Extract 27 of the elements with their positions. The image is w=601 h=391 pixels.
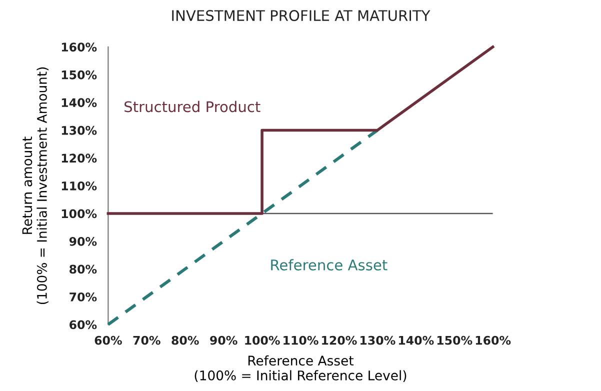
x-tick-label: 70% [133,336,160,345]
y-tick-label: 70% [70,292,97,302]
x-tick-label: 90% [210,336,238,345]
y-tick-label: 60% [70,320,97,330]
y-tick-label: 140% [62,98,97,108]
y-axis-title: Return amount (100% = Initial Investment Amount) [22,67,48,304]
x-tick-label: 160% [476,336,511,345]
text: Reference Asset [271,259,388,270]
x-tick-label: 100% [245,336,280,345]
y-tick-label: 110% [62,181,97,190]
y-tick-label: 100% [62,209,97,218]
x-tick-label: 150% [437,336,472,345]
y-tick-label: 80% [70,264,97,274]
x-tick-label: 130% [360,336,396,345]
x-tick-label: 60% [94,336,122,345]
y-tick-label: 130% [62,126,97,135]
x-tick-label: 110% [284,336,318,345]
x-axis-title: Reference Asset (100% = Initial Reference Level) [194,355,406,382]
series-label: Structured Product [124,100,260,112]
chart-title: INVESTMENT PROFILE AT MATURITY [172,10,430,22]
y-tick-label: 150% [62,70,97,80]
y-tick-label: 120% [62,154,97,163]
y-tick-label: 90% [69,236,97,246]
x-tick-label: 120% [322,336,357,345]
x-tick-label: 140% [398,336,434,345]
y-tick-label: 160% [62,42,97,52]
x-tick-label: 80% [172,336,199,345]
